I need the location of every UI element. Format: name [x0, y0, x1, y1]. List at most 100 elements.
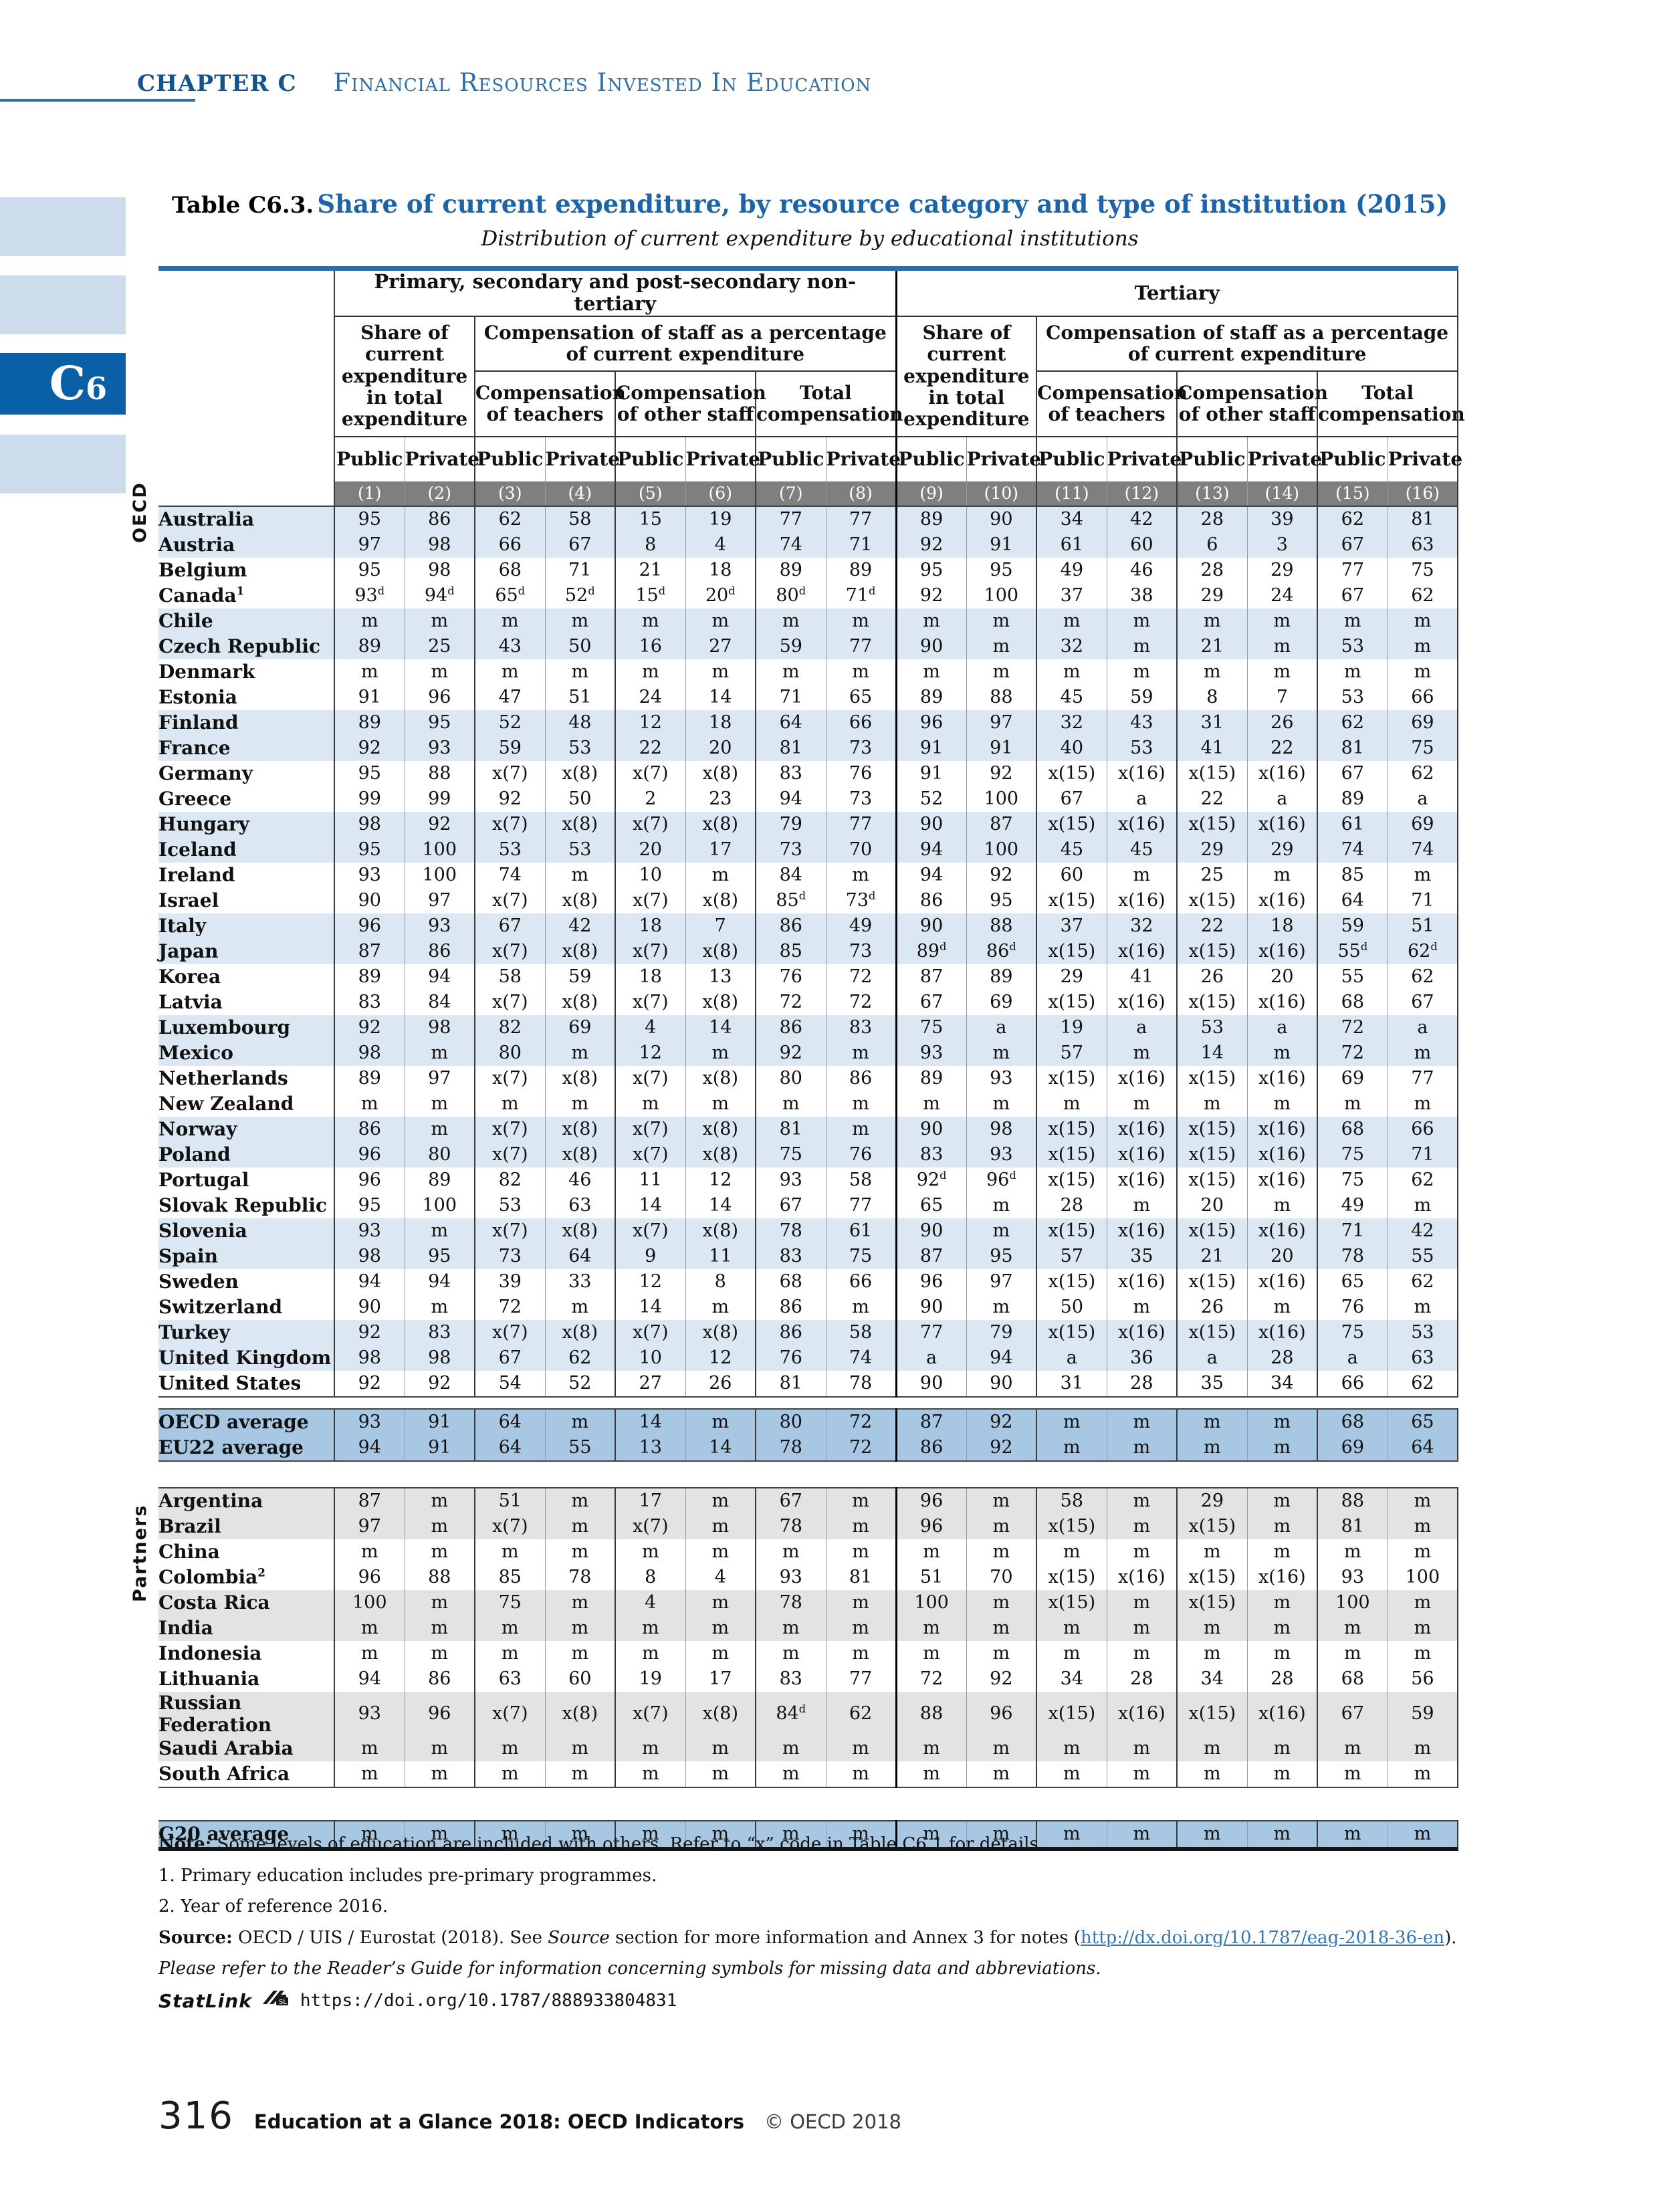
cell: 94	[404, 964, 475, 990]
cell: 81	[755, 1370, 826, 1398]
cell: m	[1246, 1761, 1318, 1788]
table-row: Costa Rica 100 m 75 m 4 m 78 m 100 m x(15) m x(15) m 10…	[158, 1589, 1459, 1616]
cell: m	[334, 1091, 405, 1117]
cell: m	[966, 1040, 1037, 1066]
cell: 91	[404, 1408, 475, 1435]
cell: 34	[1036, 1666, 1107, 1692]
row-label: Belgium	[158, 559, 247, 582]
cell: x(7)	[474, 1116, 545, 1142]
source-link[interactable]: http://dx.doi.org/10.1787/eag-2018-36-en	[1081, 1927, 1445, 1948]
source-line: Source: OECD / UIS / Eurostat (2018). Se…	[158, 1927, 1457, 1948]
cell: 98	[966, 1116, 1037, 1142]
cell: 6	[1176, 532, 1248, 558]
row-label: France	[158, 735, 334, 761]
row-label: Netherlands	[158, 1067, 288, 1090]
cell: m	[404, 1513, 475, 1539]
cell: m	[1106, 1615, 1178, 1641]
cell: 98	[404, 532, 475, 558]
cell: 62	[825, 1691, 897, 1736]
cell: 28	[1176, 557, 1248, 583]
chapter-label: CHAPTER C	[137, 70, 297, 97]
cell: x(7)	[474, 1513, 545, 1539]
cell: 100	[895, 1589, 967, 1616]
statlink-url[interactable]: https://doi.org/10.1787/888933804831	[300, 1990, 677, 2011]
statlink-label: StatLink	[158, 1989, 252, 2012]
cell: 58	[474, 964, 545, 990]
cell: 96	[895, 1268, 967, 1295]
cell: 89	[895, 505, 967, 532]
cell: 95	[966, 887, 1037, 913]
cell: 68	[1317, 1666, 1388, 1692]
cell: 9	[615, 1243, 685, 1269]
cell: m	[404, 1218, 475, 1244]
cell: a	[966, 1014, 1037, 1040]
cell: 88	[966, 684, 1037, 710]
cell: 72	[825, 1434, 897, 1462]
cell: 29	[1246, 837, 1318, 863]
cell: x(7)	[474, 1141, 545, 1168]
cell: m	[1246, 1640, 1318, 1666]
cell: 64	[1387, 1434, 1459, 1462]
cell: 86	[755, 1014, 826, 1040]
column-number: (7)	[755, 481, 826, 506]
cell: m	[895, 1761, 967, 1788]
cell: 4	[615, 1014, 685, 1040]
table-title: Share of current expenditure, by resourc…	[317, 189, 1448, 219]
cell: 94	[334, 1434, 405, 1462]
cell: 52	[474, 709, 545, 736]
cell: x(15)	[1036, 1564, 1107, 1590]
cell: x(8)	[685, 887, 756, 913]
cell: x(16)	[1106, 1167, 1178, 1193]
row-label: Portugal	[158, 1169, 249, 1192]
cell: m	[1036, 1761, 1107, 1788]
table-row: United States 92 92 54 52 27 26 81 78 90 90 31 28 35 3…	[158, 1370, 1459, 1398]
cell: 3	[1246, 532, 1318, 558]
cell: 32	[1036, 633, 1107, 659]
cell: 66	[825, 709, 897, 736]
cell: 34	[1036, 505, 1107, 532]
cell: x(16)	[1246, 1065, 1318, 1091]
page-number: 316	[158, 2094, 234, 2138]
table-row: Canada1 93d 94d 65d 52d 15d 20d 80d 71d 92 100 37 38…	[158, 582, 1459, 609]
cell: 92	[474, 786, 545, 812]
cell: m	[544, 1091, 615, 1117]
cell: 98	[334, 1040, 405, 1066]
cell: 85	[755, 938, 826, 964]
table-row: Israel 90 97 x(7) x(8) x(7) x(8) 85d 73d 86 95 x(15…	[158, 887, 1459, 913]
cell: 89	[895, 1065, 967, 1091]
cell: x(8)	[544, 760, 615, 786]
cell: m	[404, 608, 475, 634]
cell: 87	[966, 811, 1037, 837]
cell: x(7)	[615, 760, 685, 786]
cell: 92	[895, 532, 967, 558]
cell: x(8)	[685, 811, 756, 837]
cell: m	[615, 608, 685, 634]
cell: 57	[1036, 1243, 1107, 1269]
cell: 7	[685, 913, 756, 939]
cell: 66	[825, 1268, 897, 1295]
cell: 45	[1036, 837, 1107, 863]
cell: m	[1387, 1192, 1459, 1218]
row-label: Hungary	[158, 811, 334, 837]
footnote-1: 1. Primary education includes pre-primar…	[158, 1865, 657, 1886]
svg-text:SL: SL	[279, 1999, 287, 2006]
cell: m	[966, 1640, 1037, 1666]
table-row: Australia 95 86 62 58 15 19 77 77 89 90 34 42 28 39 62 8…	[158, 505, 1459, 532]
cell: 51	[895, 1564, 967, 1590]
cell: m	[1246, 1192, 1318, 1218]
cell: 97	[334, 532, 405, 558]
cell: 86	[825, 1065, 897, 1091]
cell: 52	[895, 786, 967, 812]
cell: 68	[1317, 1116, 1388, 1142]
cell: 96	[404, 1691, 475, 1736]
cell: 82	[474, 1167, 545, 1193]
cell: m	[1106, 1408, 1178, 1435]
row-label: Lithuania	[158, 1668, 260, 1690]
cell: 99	[404, 786, 475, 812]
cell: m	[966, 1819, 1037, 1851]
cell: a	[1387, 1014, 1459, 1040]
cell: 20	[615, 837, 685, 863]
cell: 67	[474, 913, 545, 939]
cell: x(7)	[474, 1065, 545, 1091]
cell: 68	[474, 557, 545, 583]
